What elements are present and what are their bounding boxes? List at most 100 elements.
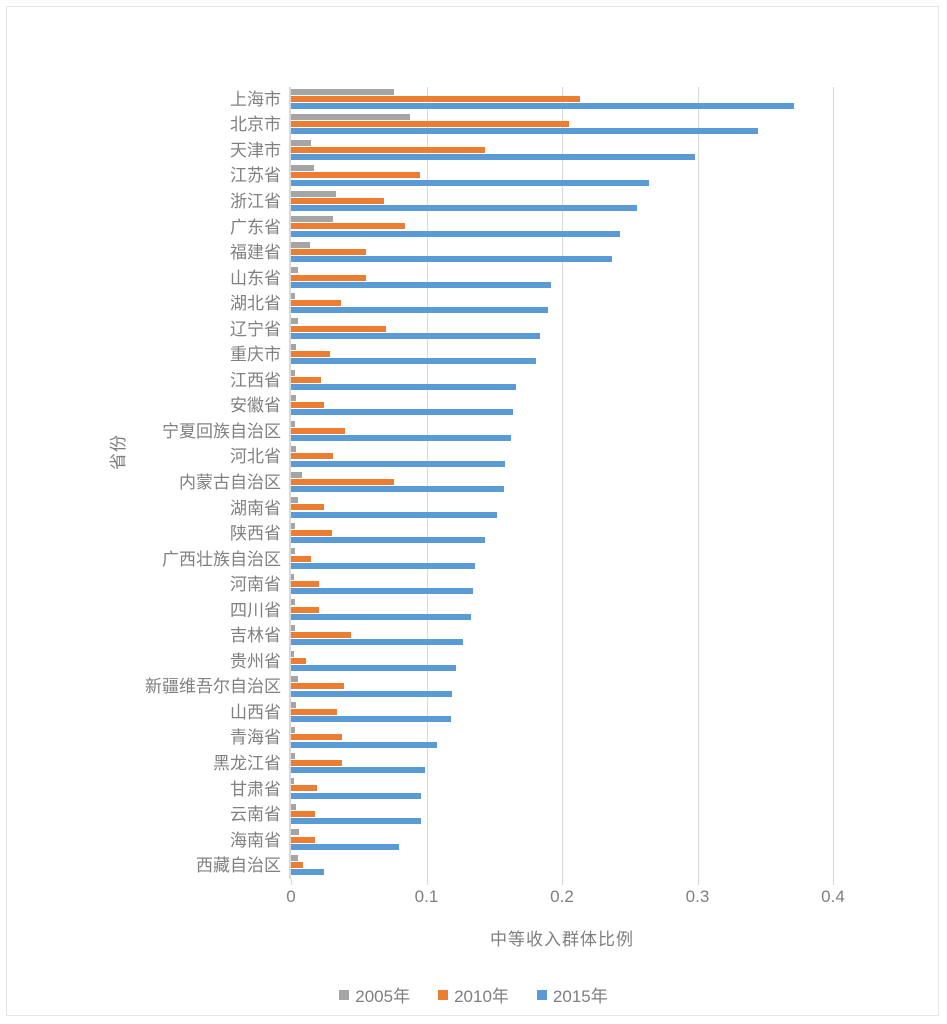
bar-2015年[interactable] bbox=[291, 664, 457, 671]
legend-item[interactable]: 2010年 bbox=[438, 982, 509, 1007]
bar-2010年[interactable] bbox=[291, 248, 366, 255]
bar-2015年[interactable] bbox=[291, 383, 516, 390]
bar-2010年[interactable] bbox=[291, 811, 316, 818]
bar-2005年[interactable] bbox=[291, 497, 298, 504]
bar-2010年[interactable] bbox=[291, 581, 320, 588]
bar-2005年[interactable] bbox=[291, 216, 333, 223]
bar-2015年[interactable] bbox=[291, 435, 511, 442]
bar-2015年[interactable] bbox=[291, 511, 497, 518]
bar-2005年[interactable] bbox=[291, 573, 294, 580]
bar-2010年[interactable] bbox=[291, 862, 304, 869]
bar-2015年[interactable] bbox=[291, 869, 324, 876]
bar-2005年[interactable] bbox=[291, 139, 312, 146]
bar-2015年[interactable] bbox=[291, 332, 541, 339]
bar-2005年[interactable] bbox=[291, 727, 296, 734]
bar-2005年[interactable] bbox=[291, 241, 310, 248]
bar-2010年[interactable] bbox=[291, 530, 332, 536]
bar-2010年[interactable] bbox=[291, 785, 317, 792]
bar-2005年[interactable] bbox=[291, 778, 294, 785]
bar-2015年[interactable] bbox=[291, 128, 759, 135]
bar-2010年[interactable] bbox=[291, 95, 580, 102]
bar-2010年[interactable] bbox=[291, 427, 346, 434]
bar-2015年[interactable] bbox=[291, 767, 426, 774]
bar-2015年[interactable] bbox=[291, 562, 476, 569]
bar-2015年[interactable] bbox=[291, 409, 514, 416]
bar-2005年[interactable] bbox=[291, 522, 296, 529]
bar-2010年[interactable] bbox=[291, 325, 386, 332]
bar-2005年[interactable] bbox=[291, 676, 298, 683]
y-category-label: 广东省 bbox=[230, 217, 281, 237]
bar-2015年[interactable] bbox=[291, 358, 537, 365]
bar-2005年[interactable] bbox=[291, 701, 297, 708]
bar-2010年[interactable] bbox=[291, 478, 394, 485]
bar-2010年[interactable] bbox=[291, 504, 324, 511]
bar-2010年[interactable] bbox=[291, 172, 420, 179]
bar-2005年[interactable] bbox=[291, 650, 294, 657]
bar-2005年[interactable] bbox=[291, 829, 300, 836]
bar-2010年[interactable] bbox=[291, 197, 385, 204]
bar-2005年[interactable] bbox=[291, 803, 297, 810]
bar-2005年[interactable] bbox=[291, 369, 296, 376]
bar-group: 辽宁省 bbox=[230, 317, 833, 343]
bar-2005年[interactable] bbox=[291, 395, 297, 402]
bar-2005年[interactable] bbox=[291, 446, 297, 453]
bar-2005年[interactable] bbox=[291, 854, 298, 861]
bar-2005年[interactable] bbox=[291, 471, 302, 478]
bar-2005年[interactable] bbox=[291, 190, 336, 197]
bar-2005年[interactable] bbox=[291, 420, 296, 427]
bar-2010年[interactable] bbox=[291, 146, 485, 153]
bar-2005年[interactable] bbox=[291, 267, 298, 274]
bar-2015年[interactable] bbox=[291, 537, 485, 544]
bar-2015年[interactable] bbox=[291, 230, 621, 237]
bar-2010年[interactable] bbox=[291, 683, 344, 690]
bar-2005年[interactable] bbox=[291, 343, 297, 350]
bar-2010年[interactable] bbox=[291, 632, 351, 639]
bar-2015年[interactable] bbox=[291, 792, 422, 799]
bar-2010年[interactable] bbox=[291, 223, 405, 230]
bar-2005年[interactable] bbox=[291, 318, 298, 325]
bar-2015年[interactable] bbox=[291, 716, 451, 723]
bar-2005年[interactable] bbox=[291, 88, 394, 95]
bar-2010年[interactable] bbox=[291, 734, 343, 741]
bar-2005年[interactable] bbox=[291, 599, 296, 606]
bar-2015年[interactable] bbox=[291, 460, 506, 467]
legend-item[interactable]: 2005年 bbox=[339, 982, 410, 1007]
bar-2015年[interactable] bbox=[291, 153, 695, 160]
bar-2010年[interactable] bbox=[291, 836, 316, 843]
bar-2015年[interactable] bbox=[291, 179, 649, 186]
bar-2005年[interactable] bbox=[291, 752, 296, 759]
y-category-label: 海南省 bbox=[230, 830, 281, 850]
x-tick-label: 0.2 bbox=[550, 887, 574, 906]
bar-2015年[interactable] bbox=[291, 307, 549, 314]
bar-2010年[interactable] bbox=[291, 376, 321, 383]
bar-2010年[interactable] bbox=[291, 121, 569, 128]
bar-2015年[interactable] bbox=[291, 281, 552, 288]
bar-2010年[interactable] bbox=[291, 402, 324, 409]
bar-2010年[interactable] bbox=[291, 555, 312, 562]
bar-2010年[interactable] bbox=[291, 351, 331, 358]
bar-2010年[interactable] bbox=[291, 453, 333, 460]
legend-item[interactable]: 2015年 bbox=[536, 982, 608, 1007]
bar-2010年[interactable] bbox=[291, 708, 338, 715]
bar-2010年[interactable] bbox=[291, 274, 366, 281]
bar-2015年[interactable] bbox=[291, 205, 637, 212]
bar-2015年[interactable] bbox=[291, 613, 472, 620]
bar-2015年[interactable] bbox=[291, 486, 504, 493]
bar-2015年[interactable] bbox=[291, 256, 613, 263]
bar-2010年[interactable] bbox=[291, 606, 320, 613]
bar-2015年[interactable] bbox=[291, 843, 400, 850]
bar-2015年[interactable] bbox=[291, 690, 453, 697]
bar-2005年[interactable] bbox=[291, 114, 411, 121]
bar-2005年[interactable] bbox=[291, 292, 296, 299]
bar-2005年[interactable] bbox=[291, 548, 296, 555]
bar-2010年[interactable] bbox=[291, 300, 342, 307]
bar-2015年[interactable] bbox=[291, 741, 438, 748]
bar-2010年[interactable] bbox=[291, 657, 306, 664]
bar-2005年[interactable] bbox=[291, 625, 296, 632]
bar-2015年[interactable] bbox=[291, 818, 422, 825]
bar-2015年[interactable] bbox=[291, 588, 473, 595]
bar-2010年[interactable] bbox=[291, 759, 343, 766]
bar-2015年[interactable] bbox=[291, 639, 464, 646]
bar-2015年[interactable] bbox=[291, 102, 794, 109]
bar-2005年[interactable] bbox=[291, 165, 315, 172]
